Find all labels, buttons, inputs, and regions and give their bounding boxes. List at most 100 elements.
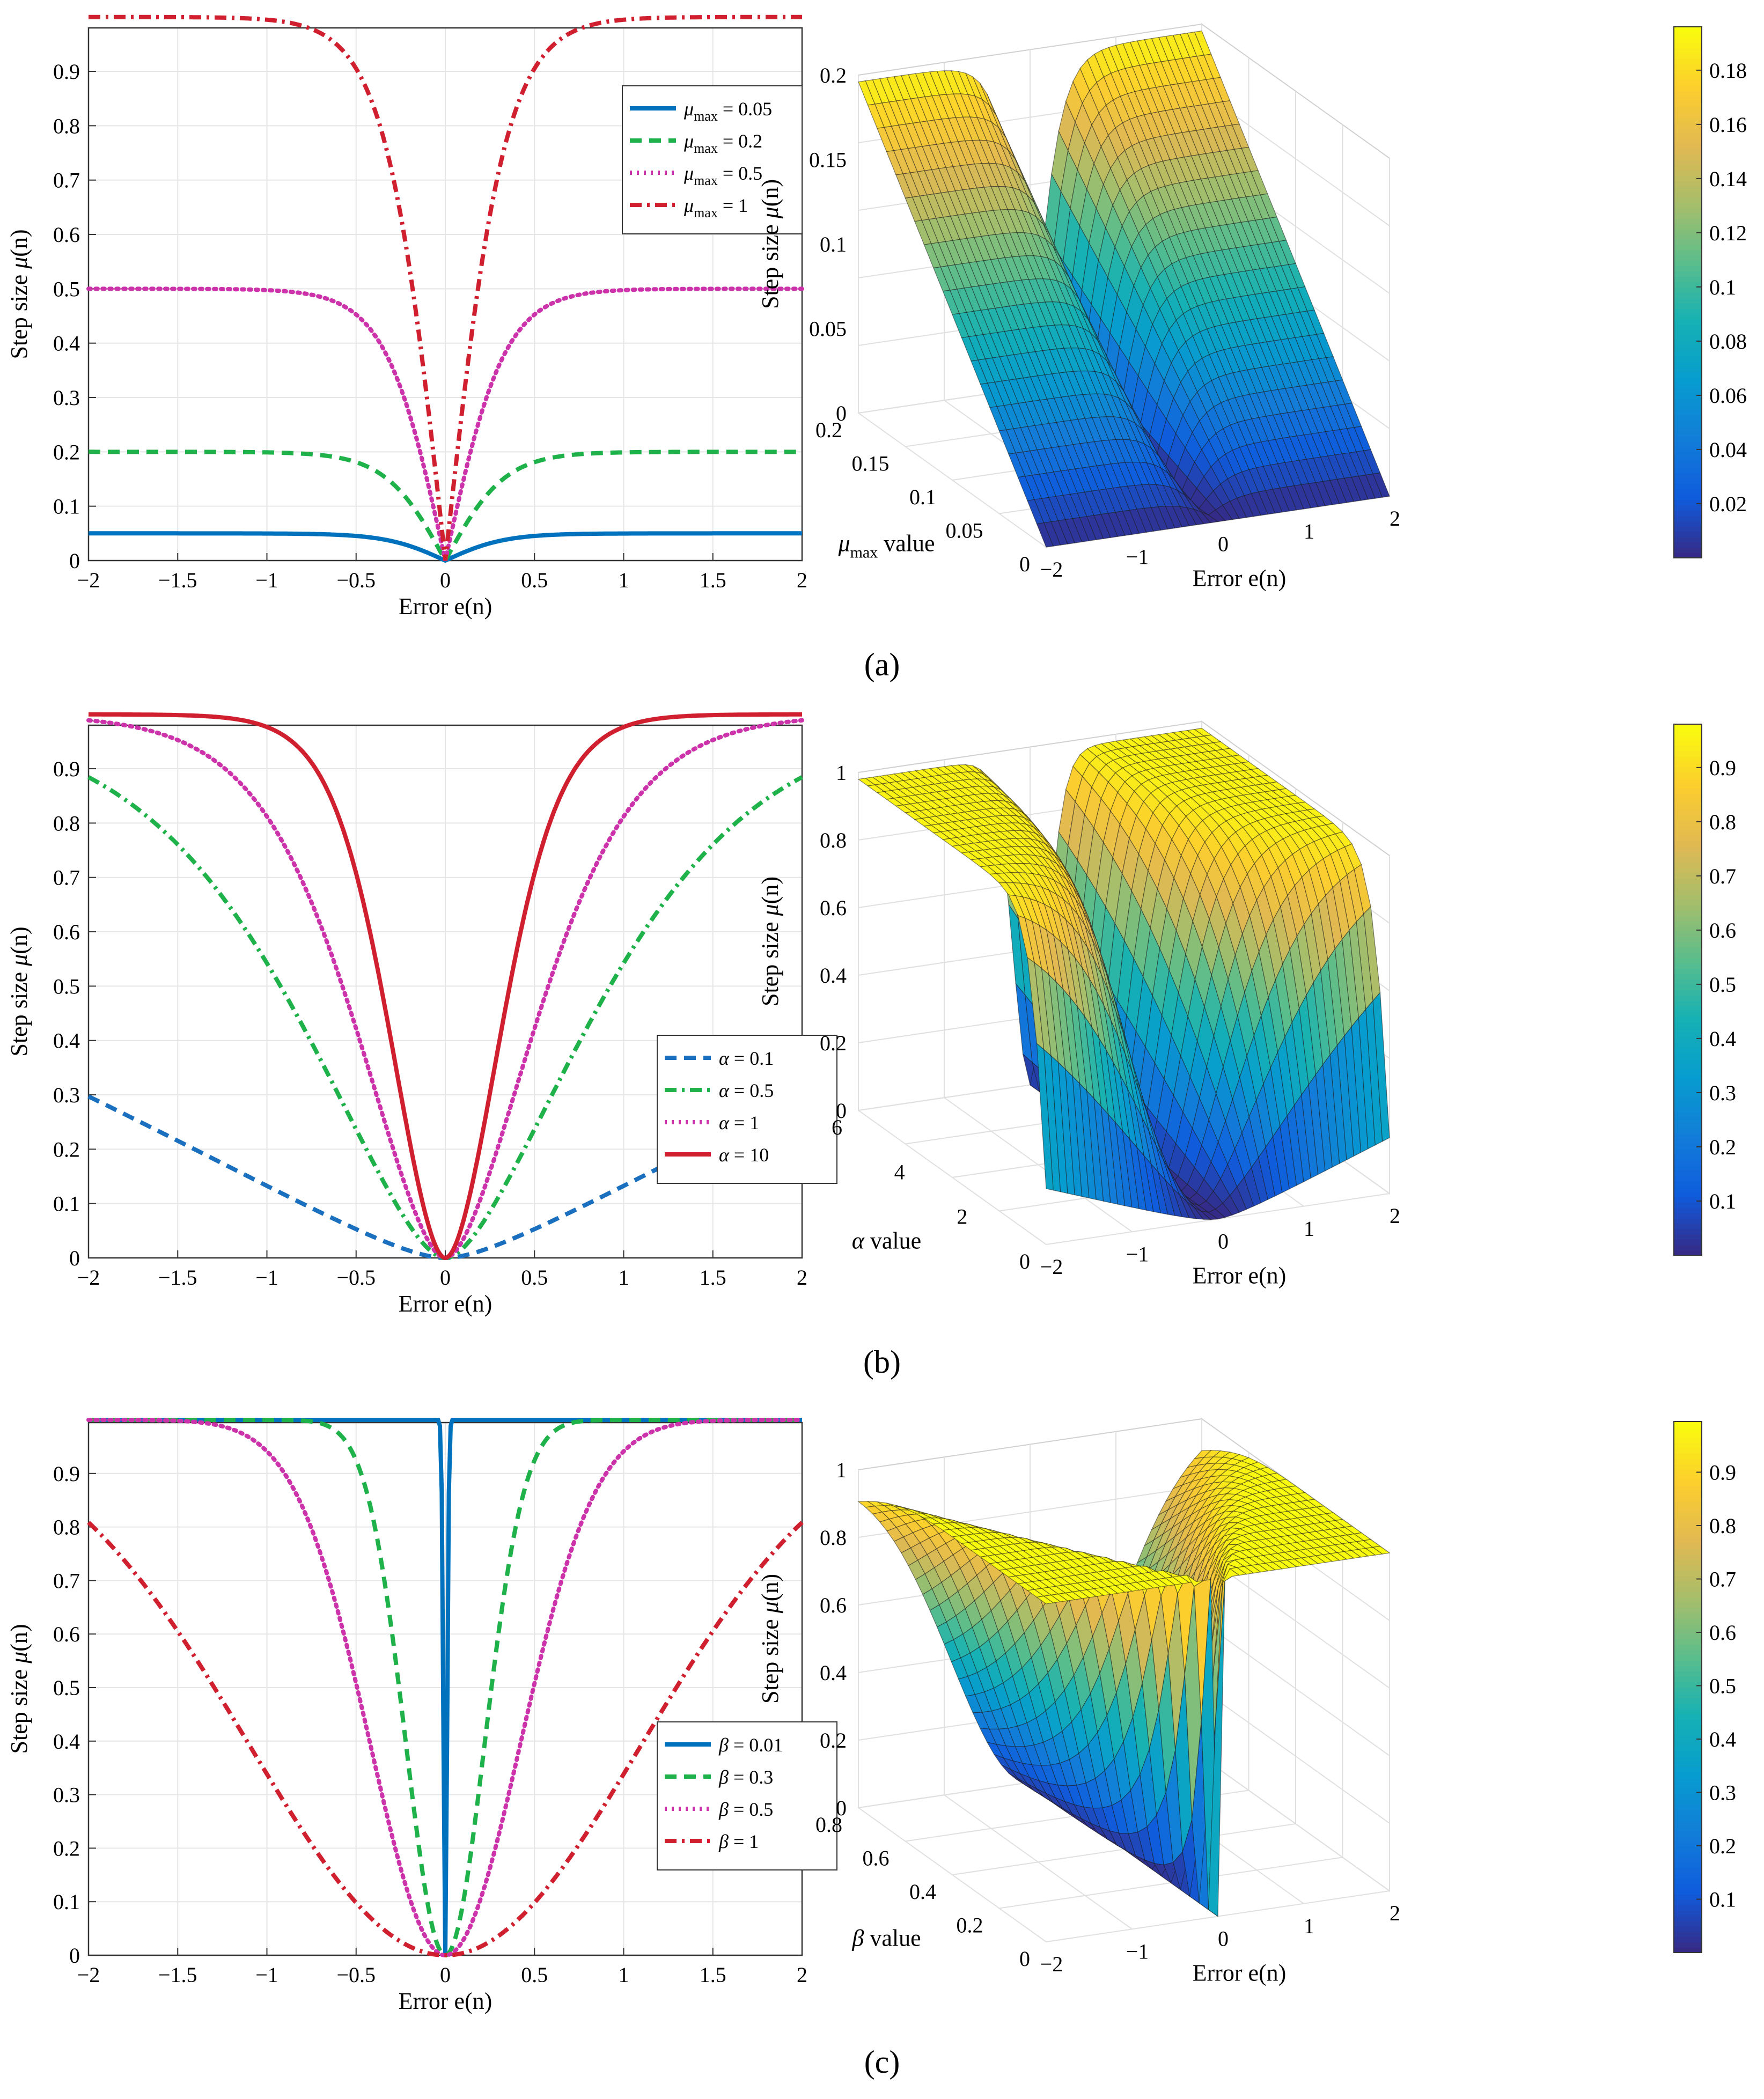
x-tick-label: −1	[255, 1265, 278, 1290]
y-tick-label: 0.6	[863, 1846, 890, 1870]
y-tick-label: 6	[832, 1115, 842, 1139]
x-axis-label: Error e(n)	[399, 1291, 493, 1317]
colorbar-tick-label: 0.3	[1709, 1781, 1736, 1805]
y-tick-label: 0.6	[53, 223, 80, 247]
y-tick-label: 0	[69, 549, 80, 573]
x-tick-label: −1	[255, 568, 278, 592]
colorbar-tick-label: 0.1	[1709, 1189, 1736, 1213]
colorbar	[1673, 724, 1702, 1256]
z-tick-label: 0	[836, 401, 847, 425]
legend-entry: α = 1	[719, 1112, 759, 1133]
z-axis-label: Step size μ(n)	[757, 877, 783, 1006]
y-tick-label: 0.3	[53, 386, 80, 410]
x-tick-label: −1.5	[158, 1265, 197, 1290]
x-tick-label: 2	[1390, 1204, 1400, 1228]
y-tick-label: 0.1	[53, 1890, 80, 1914]
colorbar	[1673, 1421, 1702, 1953]
y-tick-label: 0.2	[53, 440, 80, 464]
z-axis-label: Step size μ(n)	[757, 179, 783, 309]
y-tick-label: 0.5	[53, 277, 80, 301]
z-tick-label: 0.2	[820, 63, 847, 87]
y-tick-label: 0.1	[909, 485, 936, 509]
colorbar-tick-label: 0.1	[1709, 275, 1736, 299]
colorbar-tick-label: 0.4	[1709, 1027, 1736, 1051]
y-tick-label: 0.2	[53, 1137, 80, 1161]
colorbar-tick-label: 0.1	[1709, 1888, 1736, 1912]
x-tick-label: −1	[255, 1963, 278, 1987]
colorbar-tick-label: 0.14	[1709, 167, 1747, 191]
series-line	[89, 1418, 802, 1958]
x-axis-label: Error e(n)	[1193, 1263, 1287, 1289]
colorbar-tick-label: 0.2	[1709, 1834, 1736, 1858]
colorbar-tick-label: 0.04	[1709, 438, 1747, 462]
y-tick-label: 0.3	[53, 1083, 80, 1107]
panel-label-b: (b)	[863, 1344, 901, 1380]
y-tick-label: 0.2	[957, 1913, 983, 1938]
surface-mesh	[857, 727, 1390, 1220]
y-tick-label: 0.4	[53, 1029, 80, 1053]
surface-chart-c: 0 0.2 0.4 0.6 0.8 1 −2 −1 0 1 2 0 0.2 0.4 0.6 0.8 Error …	[757, 1395, 1764, 2054]
x-tick-label: 2	[797, 1963, 807, 1987]
colorbar-tick-label: 0.7	[1709, 864, 1736, 888]
colorbar-tick-label: 0.2	[1709, 1135, 1736, 1159]
y-tick-label: 4	[894, 1160, 905, 1184]
z-tick-label: 0.4	[820, 963, 847, 988]
x-tick-label: 0	[1218, 1927, 1229, 1951]
y-tick-label: 0	[69, 1943, 80, 1968]
z-tick-label: 1	[836, 761, 847, 785]
z-tick-label: 0	[836, 1796, 847, 1820]
colorbar-tick-label: 0.02	[1709, 492, 1747, 516]
line-chart-c: −2 −1.5 −1 −0.5 0 0.5 1 1.5 2 0 0.1 0.2 0.3 0.4 0.5 0.6…	[0, 1395, 837, 2054]
legend-entry: α = 10	[719, 1144, 769, 1166]
legend-entry: μmax = 0.05	[683, 98, 772, 124]
y-tick-label: 0.4	[909, 1880, 936, 1904]
surface-chart-b: 0 0.2 0.4 0.6 0.8 1 −2 −1 0 1 2 0 2 4 6 Error e(n) α val…	[757, 697, 1764, 1357]
colorbar	[1673, 26, 1702, 558]
surface-chart-a-svg: 0 0.05 0.1 0.15 0.2 −2 −1 0 1 2 0 0.05 0.1 0.15 0.2 Err…	[757, 23, 1747, 592]
y-tick-label: 0.9	[53, 1462, 80, 1486]
legend-entry: μmax = 0.5	[683, 163, 762, 188]
x-tick-label: 1	[619, 568, 629, 592]
x-tick-label: 2	[797, 568, 807, 592]
z-axis-label: Step size μ(n)	[757, 1574, 783, 1704]
colorbar-tick-label: 0.8	[1709, 1514, 1736, 1538]
x-axis-label: Error e(n)	[1193, 565, 1287, 592]
y-tick-label: 0.6	[53, 1622, 80, 1646]
colorbar-tick-label: 0.9	[1709, 756, 1736, 780]
x-tick-label: 1	[1304, 1914, 1314, 1938]
y-tick-label: 0	[69, 1246, 80, 1270]
x-axis-label: Error e(n)	[1193, 1960, 1287, 1986]
series-line	[87, 1521, 804, 1957]
y-axis-label: Step size μ(n)	[6, 926, 32, 1056]
colorbar-tick-label: 0.9	[1709, 1461, 1736, 1485]
y-axis-label: α value	[852, 1228, 921, 1254]
line-chart-b: −2 −1.5 −1 −0.5 0 0.5 1 1.5 2 0 0.1 0.2 0.3 0.4 0.5 0.6…	[0, 697, 837, 1357]
legend-entry: α = 0.1	[719, 1048, 774, 1069]
x-tick-label: −2	[77, 568, 100, 592]
x-axis-label: Error e(n)	[399, 593, 493, 620]
x-tick-label: 1	[1304, 1217, 1314, 1241]
y-tick-label: 0	[1019, 1947, 1030, 1971]
y-tick-label: 2	[957, 1205, 967, 1229]
surface-chart-b-svg: 0 0.2 0.4 0.6 0.8 1 −2 −1 0 1 2 0 2 4 6 Error e(n) α val…	[757, 720, 1736, 1289]
panel-label-a: (a)	[864, 647, 900, 682]
line-chart-a: −2 −1.5 −1 −0.5 0 0.5 1 1.5 2 0 0.1 0.2 0.3 0.4 0.5 0.6…	[0, 0, 837, 660]
y-tick-label: 0.15	[852, 452, 890, 476]
z-tick-label: 0.8	[820, 828, 847, 852]
surface-mesh	[857, 1450, 1391, 1917]
y-tick-label: 0.7	[53, 168, 80, 193]
legend-entry: α = 0.5	[719, 1080, 774, 1101]
x-tick-label: −2	[1040, 1952, 1063, 1976]
y-tick-label: 0.8	[53, 811, 80, 835]
z-tick-label: 0.4	[820, 1661, 847, 1685]
colorbar-tick-label: 0.16	[1709, 113, 1747, 137]
y-tick-label: 0	[1019, 1249, 1030, 1273]
x-tick-label: 0.5	[521, 1963, 548, 1987]
y-tick-label: 0.9	[53, 757, 80, 781]
y-tick-label: 0.2	[815, 418, 842, 442]
legend-entry: β = 0.3	[718, 1766, 773, 1788]
surface-patch	[1372, 991, 1390, 1142]
x-tick-label: 0.5	[521, 1265, 548, 1290]
y-axis-label: Step size μ(n)	[6, 1624, 32, 1754]
y-tick-label: 0.3	[53, 1783, 80, 1807]
